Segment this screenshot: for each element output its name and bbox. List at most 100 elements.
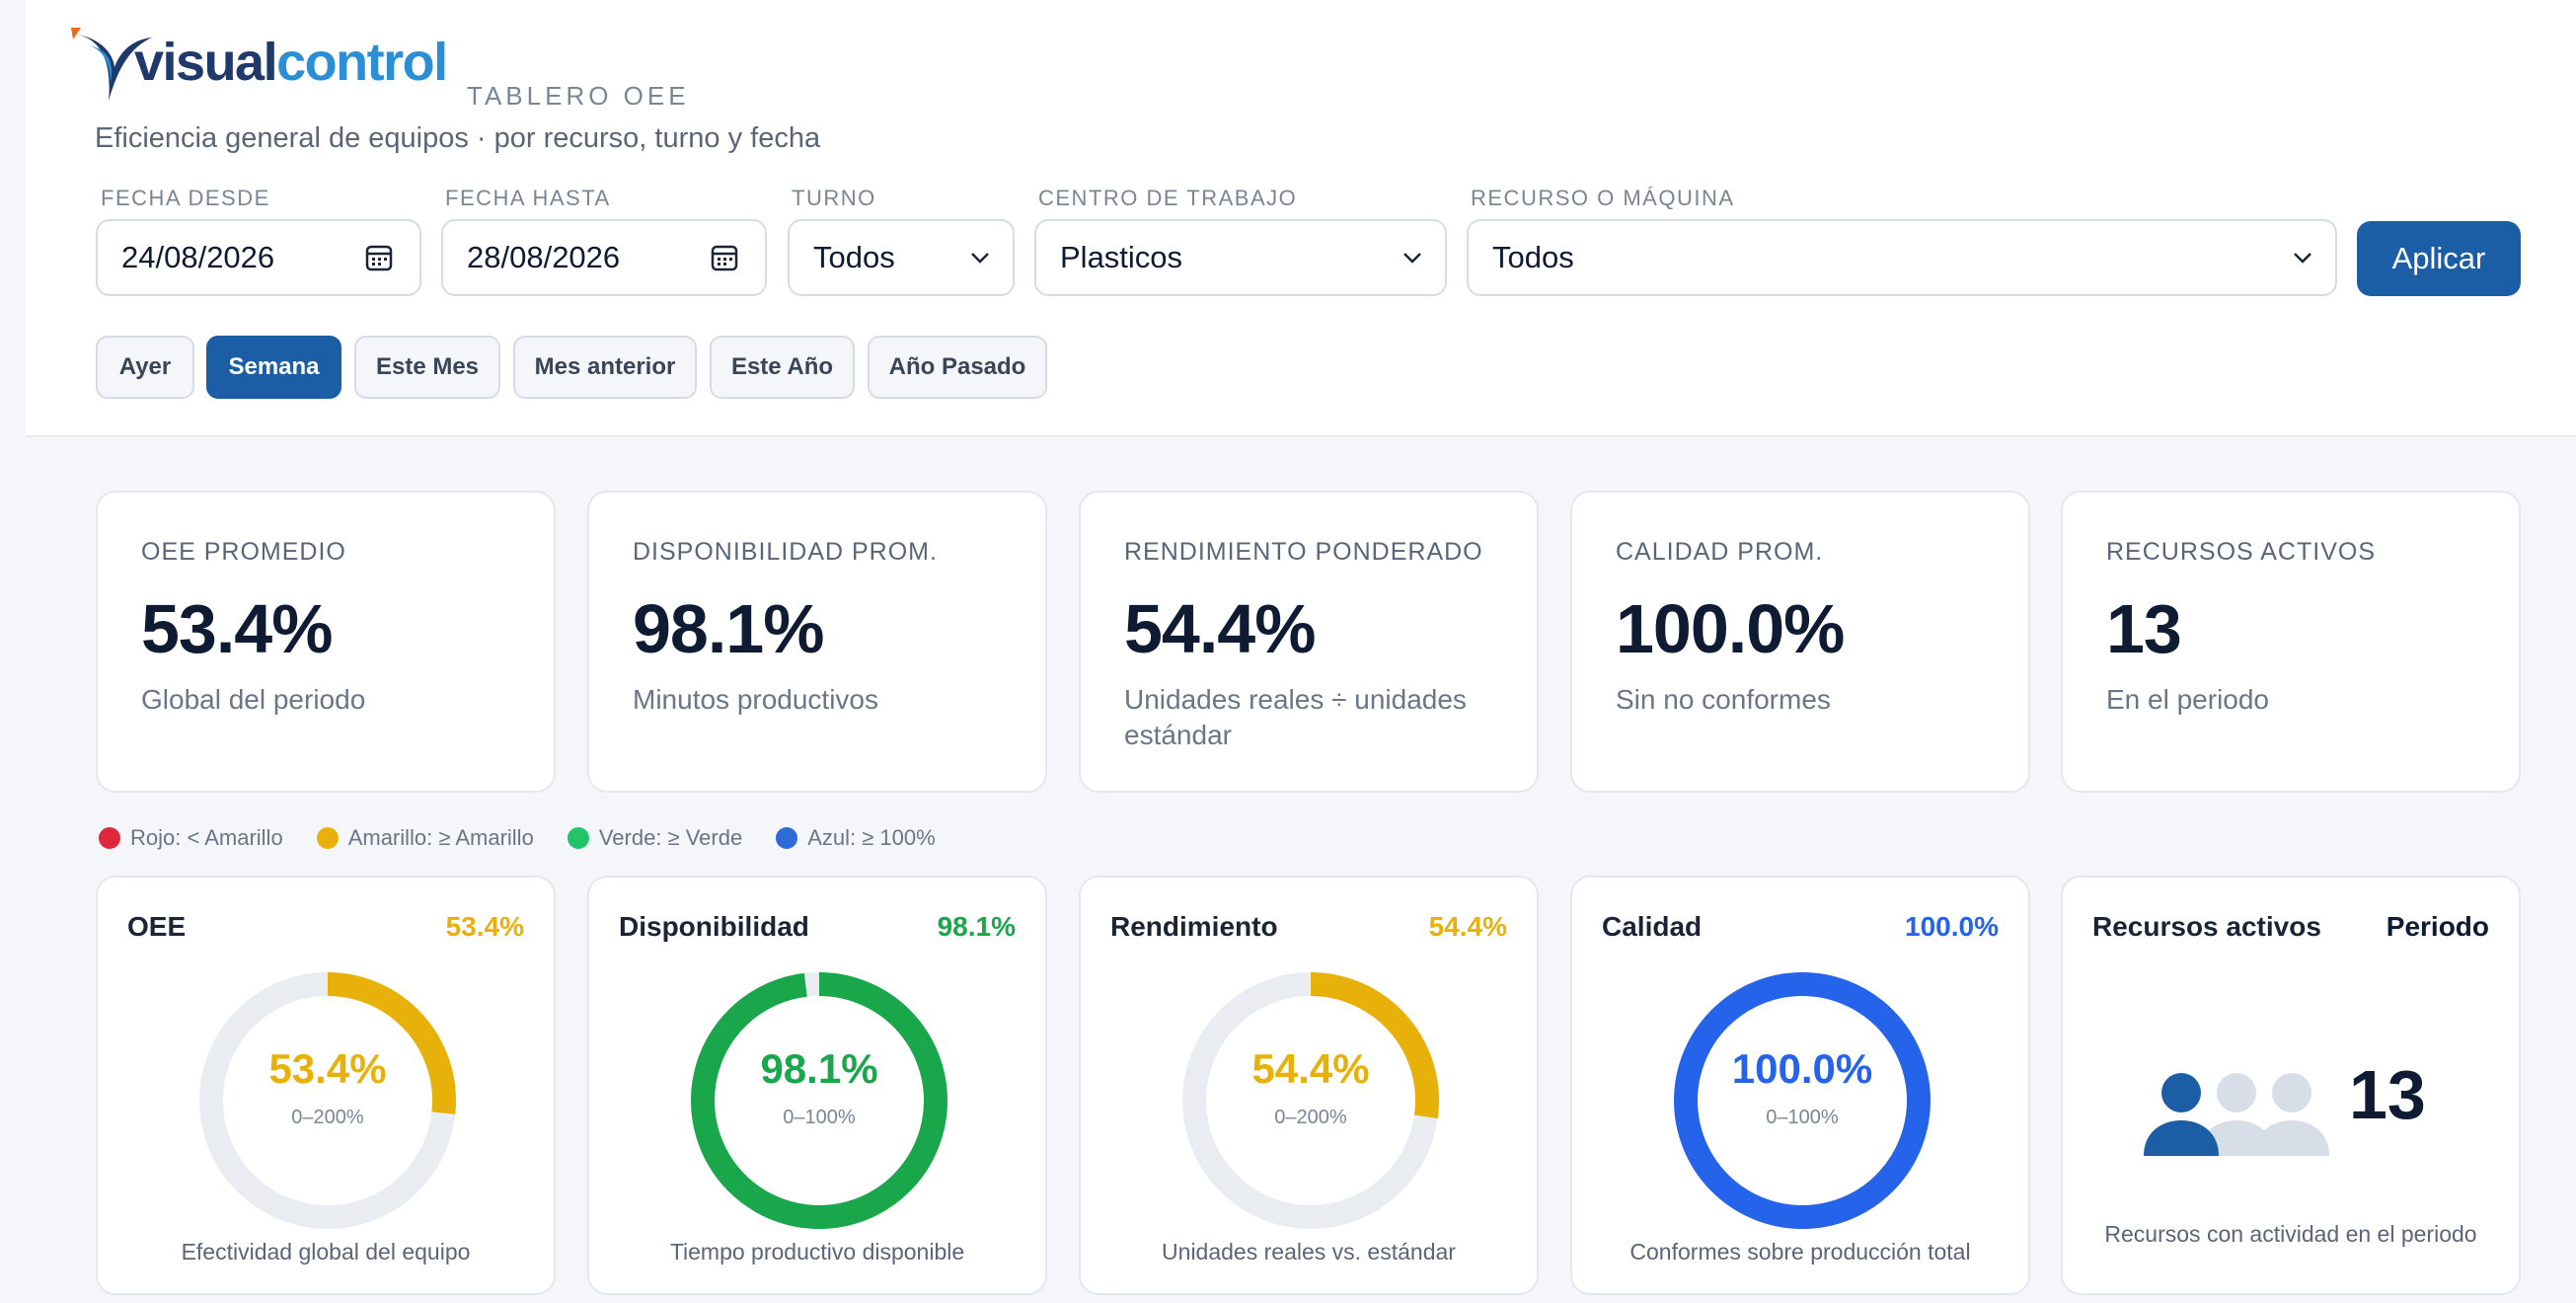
legend-item-azul: Azul: ≥ 100% [776,825,936,851]
gauge-footer: Unidades reales vs. estándar [1162,1239,1456,1265]
resources-title: Recursos activos [2092,911,2321,942]
gauge-card-disponibilidad: Disponibilidad 98.1% 98.1% 0–100% Tiempo… [587,876,1047,1295]
board-title: TABLERO OEE [467,81,690,111]
page-subtitle: Eficiencia general de equipos · por recu… [95,122,821,154]
gauge-range: 0–200% [291,1107,364,1128]
kpi-value: 54.4% [1124,590,1316,667]
kpi-value: 53.4% [141,590,333,667]
resources-period-label: Periodo [2386,911,2489,942]
preset-ano-pasado-button[interactable]: Año Pasado [868,336,1047,399]
legend-label: Rojo: < Amarillo [130,825,283,850]
kpi-subtitle: Sin no conformes [1616,684,1831,715]
gauge-range: 0–100% [1766,1107,1839,1128]
preset-ayer-button[interactable]: Ayer [96,336,194,399]
logo-text-control: control [276,33,448,92]
gauge-card-rendimiento: Rendimiento 54.4% 54.4% 0–200% Unidades … [1079,876,1539,1295]
shift-label: TURNO [792,186,876,210]
legend-dot [776,827,798,849]
kpi-label: OEE PROMEDIO [141,538,346,566]
color-legend: Rojo: < Amarillo Amarillo: ≥ Amarillo Ve… [99,823,969,853]
preset-este-ano-button[interactable]: Este Año [710,336,855,399]
gauge-footer: Efectividad global del equipo [181,1239,471,1265]
gauge-center-value: 98.1% [760,1045,878,1092]
gauge-ring [1182,972,1439,1229]
logo-text-visual: visual [134,33,278,92]
kpi-subtitle: En el periodo [2106,684,2270,715]
shift-select[interactable]: Todos [788,219,1015,296]
gauge-range: 0–100% [783,1107,856,1128]
gauge-arc [1182,972,1439,1229]
gauge-title: Calidad [1602,911,1703,942]
kpi-subtitle: Minutos productivos [633,684,879,715]
chevron-down-icon [971,253,989,264]
legend-dot [316,827,339,849]
kpi-card-oee: OEE PROMEDIO 53.4% Global del periodo [96,491,556,793]
gauge-center-value: 100.0% [1731,1045,1873,1092]
kpi-subtitle: Unidades reales ÷ unidades estándar [1124,684,1467,750]
resources-count: 13 [2349,1056,2426,1133]
apply-button[interactable]: Aplicar [2357,221,2521,296]
legend-label: Verde: ≥ Verde [598,825,743,850]
kpi-card-rendimiento: RENDIMIENTO PONDERADO 54.4% Unidades rea… [1079,491,1539,793]
users-icon [2144,1073,2329,1156]
kpi-value: 100.0% [1616,590,1845,667]
resources-footer: Recursos con actividad en el periodo [2104,1221,2477,1247]
work-center-select[interactable]: Plasticos [1034,219,1447,296]
gauge-title: OEE [127,911,187,942]
gauge-range: 0–200% [1274,1107,1347,1128]
date-to-label: FECHA HASTA [445,186,611,210]
legend-item-amarillo: Amarillo: ≥ Amarillo [316,825,534,851]
date-to-input[interactable]: 28/08/2026 [441,219,767,296]
gauge-footer: Tiempo productivo disponible [669,1239,965,1265]
preset-semana-button[interactable]: Semana [206,336,341,399]
legend-label: Azul: ≥ 100% [807,825,936,850]
legend-item-rojo: Rojo: < Amarillo [99,825,283,851]
kpi-subtitle: Global del periodo [141,684,366,715]
gauge-header-value: 53.4% [445,911,524,942]
legend-dot [99,827,120,849]
date-to-value: 28/08/2026 [467,240,621,274]
kpi-label: RENDIMIENTO PONDERADO [1124,538,1483,566]
resource-value: Todos [1492,240,1574,274]
preset-mes-anterior-button[interactable]: Mes anterior [513,336,697,399]
gauge-ring [691,972,947,1229]
gauge-header-value: 100.0% [1905,911,1999,942]
kpi-value: 13 [2106,590,2182,667]
calendar-icon[interactable] [364,243,394,272]
kpi-value: 98.1% [633,590,824,667]
gauge-ring [199,972,456,1229]
kpi-card-disponibilidad: DISPONIBILIDAD PROM. 98.1% Minutos produ… [587,491,1047,793]
gauge-arc [199,972,456,1229]
kpi-label: RECURSOS ACTIVOS [2106,538,2376,566]
shift-value: Todos [813,240,895,274]
gauge-header-value: 54.4% [1428,911,1507,942]
logo-swoosh-icon [71,28,152,101]
gauge-footer: Conformes sobre producción total [1629,1239,1971,1265]
date-from-value: 24/08/2026 [121,240,275,274]
date-from-input[interactable]: 24/08/2026 [96,219,421,296]
work-center-value: Plasticos [1060,240,1183,274]
gauge-card-calidad: Calidad 100.0% 100.0% 0–100% Conformes s… [1570,876,2030,1295]
visualcontrol-logo: visualcontrol [69,28,464,107]
kpi-card-calidad: CALIDAD PROM. 100.0% Sin no conformes [1570,491,2030,793]
legend-label: Amarillo: ≥ Amarillo [347,825,534,850]
chevron-down-icon [1403,253,1421,264]
legend-item-verde: Verde: ≥ Verde [567,825,743,851]
chevron-down-icon [2294,253,2311,264]
logo-text: visualcontrol [134,33,448,92]
kpi-label: DISPONIBILIDAD PROM. [633,538,938,566]
gauge-header-value: 98.1% [937,911,1016,942]
resources-card: Recursos activos Periodo 13 Recursos con… [2061,876,2521,1295]
legend-dot [567,827,589,849]
resource-select[interactable]: Todos [1467,219,2337,296]
calendar-icon[interactable] [710,243,739,272]
resource-label: RECURSO O MÁQUINA [1471,186,1735,210]
preset-este-mes-button[interactable]: Este Mes [354,336,500,399]
kpi-label: CALIDAD PROM. [1616,538,1824,566]
gauge-center-value: 53.4% [268,1045,387,1092]
gauge-title: Rendimiento [1110,911,1278,942]
gauge-center-value: 54.4% [1251,1045,1370,1092]
kpi-card-recursos: RECURSOS ACTIVOS 13 En el periodo [2061,491,2521,793]
gauge-ring [1674,972,1931,1229]
date-from-label: FECHA DESDE [101,186,270,210]
